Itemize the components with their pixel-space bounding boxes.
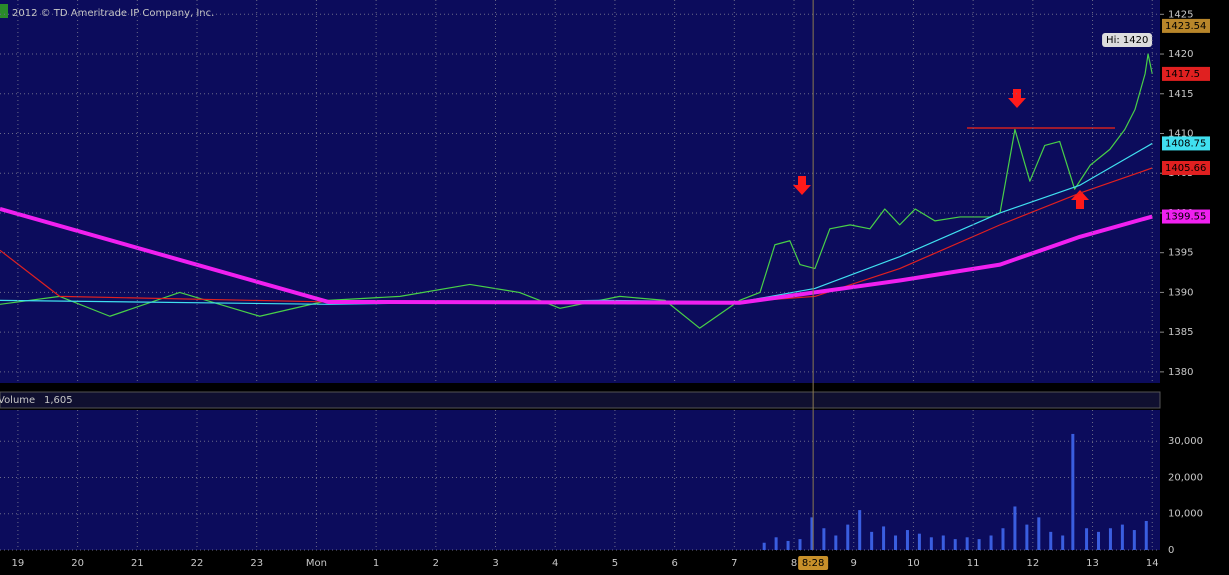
price-panel <box>0 0 1160 383</box>
volume-bar <box>1061 535 1065 550</box>
price-line <box>0 53 1153 329</box>
price-tag <box>1162 66 1210 81</box>
price-tag-label: 1405.66 <box>1165 163 1206 174</box>
volume-bar <box>846 524 850 550</box>
x-tick-label: 6 <box>671 558 677 569</box>
price-tag-label: 1399.55 <box>1165 212 1206 223</box>
volume-bar <box>1013 506 1017 550</box>
volume-bar <box>965 537 969 550</box>
y-tick-label: 1425 <box>1168 9 1193 20</box>
price-tag-label: 1408.75 <box>1165 138 1206 149</box>
volume-bar <box>989 535 993 550</box>
y-tick-label: 1395 <box>1168 248 1193 259</box>
x-tick-label: 12 <box>1026 558 1039 569</box>
x-tick-label: 5 <box>612 558 618 569</box>
volume-bar <box>941 535 945 550</box>
y-tick-label: 0 <box>1168 545 1174 556</box>
volume-bar <box>1001 528 1005 550</box>
arrow-down <box>793 176 811 195</box>
y-tick-label: 1380 <box>1168 367 1193 378</box>
volume-bar <box>810 517 814 550</box>
volume-bar <box>1144 520 1148 550</box>
volume-bar <box>870 531 874 550</box>
x-tick-label: 2 <box>433 558 439 569</box>
hi-box <box>1102 33 1153 47</box>
volume-bar <box>774 537 778 550</box>
volume-bar <box>762 542 766 550</box>
y-tick-label: 30,000 <box>1168 436 1203 447</box>
x-tick-label: 13 <box>1086 558 1099 569</box>
y-tick-label: 20,000 <box>1168 472 1203 483</box>
volume-bar <box>1049 531 1053 550</box>
price-tag <box>1162 209 1210 224</box>
hi-label: Hi: 1420 <box>1106 35 1148 46</box>
volume-bar <box>882 526 886 550</box>
volume-bar <box>894 535 898 550</box>
cursor-box <box>798 556 829 570</box>
x-tick-label: 21 <box>131 558 144 569</box>
volume-bar <box>1120 524 1124 550</box>
x-tick-label: 20 <box>71 558 84 569</box>
arrow-up <box>1071 190 1089 209</box>
volume-bar <box>1085 528 1089 550</box>
x-tick-label: 9 <box>851 558 857 569</box>
price-line <box>0 207 1153 305</box>
logo-icon <box>0 4 8 18</box>
volume-bar <box>917 533 921 550</box>
x-tick-label: 8 <box>791 558 797 569</box>
volume-bar <box>1037 517 1041 550</box>
y-tick-label: 1385 <box>1168 327 1193 338</box>
x-tick-label: 1 <box>373 558 379 569</box>
x-tick-label: Mon <box>306 558 327 569</box>
x-tick-label: 7 <box>731 558 737 569</box>
volume-panel <box>0 410 1160 550</box>
price-tag <box>1162 18 1210 33</box>
volume-bar <box>822 528 826 550</box>
x-tick-label: 22 <box>191 558 204 569</box>
volume-bar <box>798 539 802 550</box>
volume-bar <box>1071 433 1075 550</box>
price-tag <box>1162 136 1210 151</box>
volume-bar <box>1097 531 1101 550</box>
y-tick-label: 1420 <box>1168 49 1193 60</box>
volume-bar <box>953 539 957 550</box>
x-tick-label: 11 <box>967 558 980 569</box>
price-line <box>0 167 1153 303</box>
x-tick-label: 3 <box>492 558 498 569</box>
volume-label: Volume <box>0 395 35 406</box>
y-tick-label: 10,000 <box>1168 509 1203 520</box>
price-tag-label: 1423.54 <box>1165 21 1206 32</box>
volume-bar <box>786 540 790 550</box>
x-tick-label: 10 <box>907 558 920 569</box>
price-tag <box>1162 160 1210 175</box>
x-tick-label: 14 <box>1146 558 1159 569</box>
volume-value: 1,605 <box>44 395 73 406</box>
volume-bar <box>858 510 862 550</box>
arrows <box>793 89 1089 209</box>
copyright: 2012 © TD Ameritrade IP Company, Inc. <box>12 8 214 19</box>
arrow-down <box>1008 89 1026 108</box>
volume-bar <box>977 539 981 550</box>
x-tick-label: 19 <box>12 558 25 569</box>
y-tick-label: 1415 <box>1168 89 1193 100</box>
volume-bar <box>929 537 933 550</box>
volume-bar <box>1132 530 1136 550</box>
price-tag-label: 1417.5 <box>1165 69 1200 80</box>
y-tick-label: 1390 <box>1168 287 1193 298</box>
x-tick-label: 4 <box>552 558 558 569</box>
volume-header <box>0 391 1161 409</box>
x-tick-label: 23 <box>250 558 263 569</box>
y-tick-label: 1410 <box>1168 128 1193 139</box>
volume-bar <box>1025 524 1029 550</box>
volume-bar <box>834 535 838 550</box>
volume-bar <box>1108 528 1112 550</box>
volume-bar <box>905 530 909 550</box>
cursor-label: 8:28 <box>802 558 824 569</box>
